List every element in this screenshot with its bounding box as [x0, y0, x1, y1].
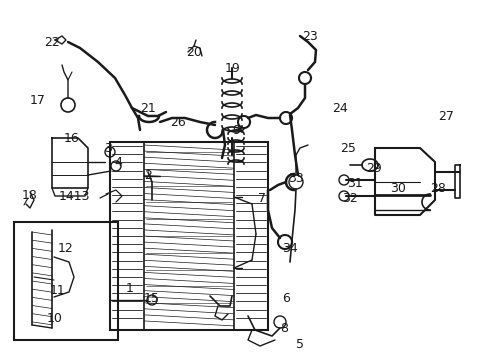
Text: 24: 24: [331, 102, 347, 114]
Text: 17: 17: [30, 94, 46, 107]
Text: 21: 21: [140, 102, 156, 114]
Text: 28: 28: [429, 181, 445, 194]
Text: 16: 16: [64, 131, 80, 144]
Text: 23: 23: [302, 30, 317, 42]
Text: 33: 33: [287, 171, 303, 185]
Text: 31: 31: [346, 176, 362, 189]
Text: 19: 19: [224, 62, 241, 75]
Text: 1413: 1413: [58, 189, 90, 202]
Text: 7: 7: [258, 192, 265, 204]
Text: 12: 12: [58, 242, 74, 255]
Bar: [14, 222, 118, 340]
Text: 25: 25: [339, 141, 355, 154]
Text: 20: 20: [185, 45, 202, 59]
Text: 9: 9: [232, 123, 240, 136]
Text: 3: 3: [104, 141, 112, 154]
Text: 5: 5: [295, 338, 304, 351]
Bar: [110, 142, 267, 330]
Text: 6: 6: [282, 292, 289, 305]
Text: 11: 11: [50, 284, 66, 297]
Text: 34: 34: [282, 242, 297, 255]
Text: 10: 10: [47, 311, 63, 324]
Text: 32: 32: [342, 192, 357, 204]
Text: 27: 27: [437, 109, 453, 122]
Text: 18: 18: [22, 189, 38, 202]
Text: 30: 30: [389, 181, 405, 194]
Text: 2: 2: [144, 168, 152, 181]
Text: 8: 8: [280, 321, 287, 334]
Text: 1: 1: [126, 282, 134, 294]
Text: 4: 4: [114, 156, 122, 168]
Text: 26: 26: [170, 116, 185, 129]
Text: 15: 15: [144, 292, 160, 305]
Text: 29: 29: [366, 162, 381, 175]
Text: 22: 22: [44, 36, 60, 49]
